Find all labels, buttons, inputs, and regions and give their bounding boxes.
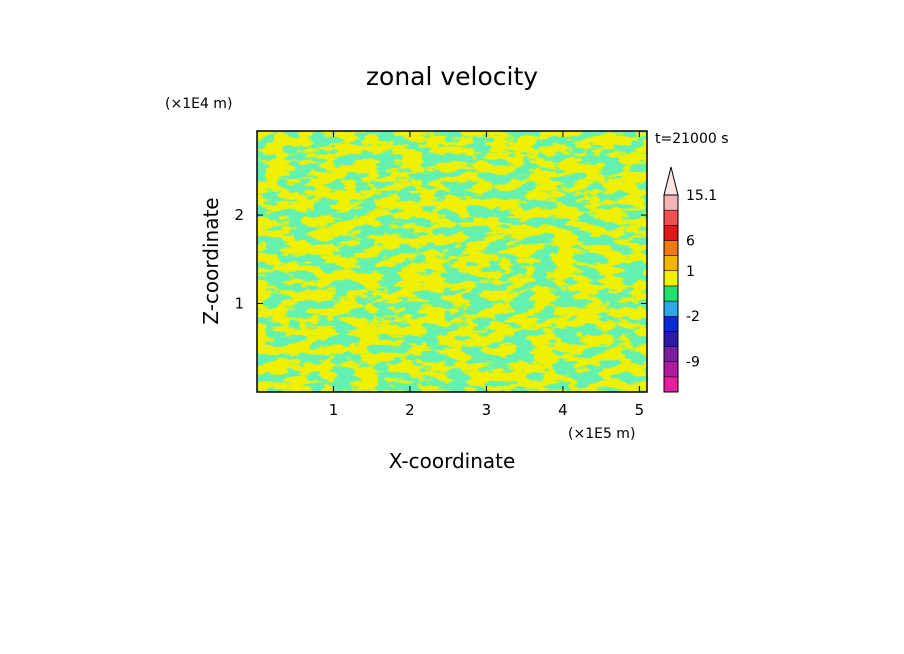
colorbar-swatch	[663, 270, 679, 287]
field-green-pattern	[257, 131, 647, 392]
x-axis-label: X-coordinate	[389, 449, 516, 473]
colorbar-swatch	[663, 194, 679, 211]
x-tick-label: 4	[558, 401, 568, 419]
colorbar-swatch	[663, 240, 679, 256]
colorbar-swatch	[663, 300, 679, 317]
colorbar-overflow-triangle	[663, 166, 679, 196]
y-axis: 12	[234, 206, 647, 313]
y-unit-label: (×1E4 m)	[165, 96, 232, 112]
colorbar-swatch	[663, 209, 679, 226]
colorbar-label: 1	[686, 264, 695, 280]
time-label: t=21000 s	[655, 131, 729, 147]
colorbar-frame	[663, 194, 679, 393]
colorbar-swatch	[663, 361, 679, 378]
x-tick-label: 3	[482, 401, 492, 419]
colorbar-swatch	[663, 285, 679, 302]
y-axis-label: Z-coordinate	[199, 197, 223, 324]
colorbar-label: -2	[686, 309, 700, 325]
colorbar-label: -9	[686, 355, 700, 371]
x-unit-label: (×1E5 m)	[568, 426, 635, 442]
x-tick-label: 2	[405, 401, 415, 419]
colorbar-swatch	[663, 315, 679, 332]
colorbar-swatch	[663, 346, 679, 362]
x-tick-label: 1	[329, 401, 339, 419]
y-tick-label: 2	[234, 206, 244, 224]
colorbar-swatch	[663, 376, 679, 393]
x-tick-label: 5	[635, 401, 645, 419]
x-axis: 1 2 3 4 5	[329, 131, 644, 419]
colorbar-swatch	[663, 331, 679, 347]
plot-area	[256, 130, 648, 393]
colorbar-swatch	[663, 225, 679, 241]
colorbar-swatch	[663, 255, 679, 272]
plot-frame	[256, 130, 648, 393]
y-tick-label: 1	[234, 295, 244, 313]
colorbar-label: 6	[686, 233, 695, 249]
colorbar-label: 15.1	[686, 188, 717, 204]
chart-title: zonal velocity	[366, 62, 538, 91]
colorbar-legend: -9 -2 1 6 15.1	[663, 166, 717, 393]
